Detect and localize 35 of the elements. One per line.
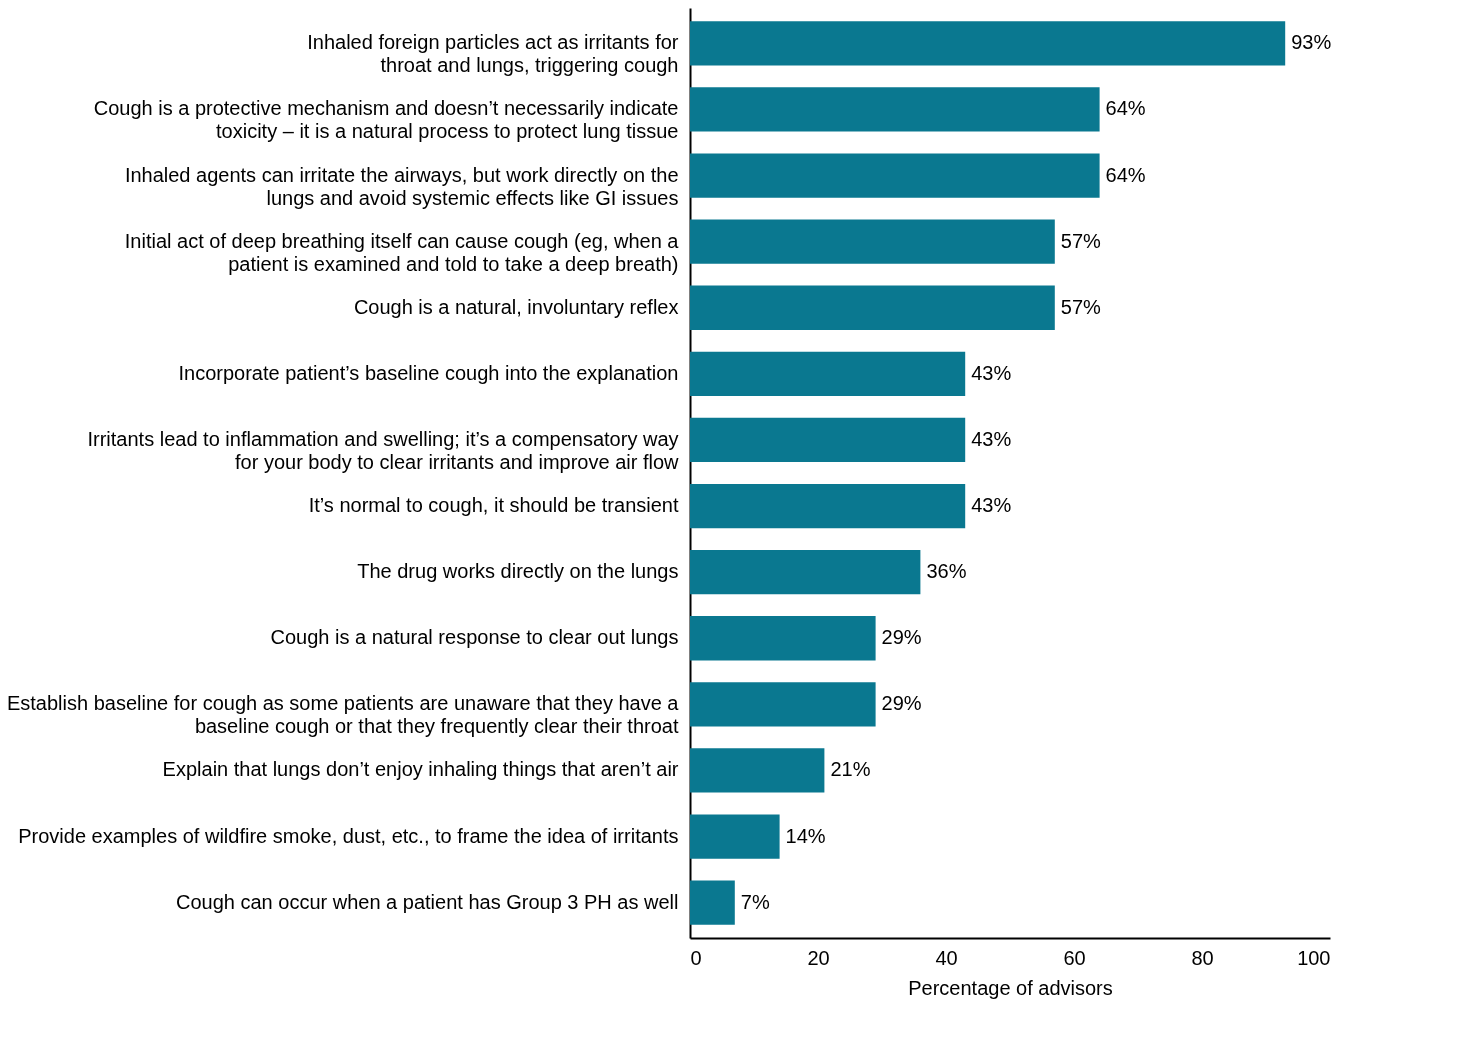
data-label: 7%	[740, 890, 770, 913]
x-axis-title: Percentage of advisors	[908, 976, 1113, 999]
data-label: 43%	[971, 494, 1012, 517]
x-tick-label: 60	[1063, 946, 1086, 969]
y-tick-label: Establish baseline for cough as some patients are unaware that they have a baseline cough or that they frequently clear their throat	[6, 692, 680, 738]
y-tick-label: Incorporate patient’s baseline cough into the explanation	[178, 361, 679, 384]
y-tick-label: It’s normal to cough, it should be transient	[308, 494, 679, 517]
data-label: 43%	[971, 427, 1012, 450]
y-tick-label: Irritants lead to inflammation and swelling; it’s a compensatory way for your body to clear irritants and improve air flow	[87, 427, 680, 473]
y-tick-label: Cough is a protective mechanism and doesn’t necessarily indicate toxicity – it is a natural process to protect lung tissue	[93, 97, 679, 143]
x-tick-label: 40	[935, 946, 958, 969]
data-label: 29%	[881, 692, 922, 715]
y-tick-label: The drug works directly on the lungs	[357, 560, 679, 583]
data-label: 36%	[926, 560, 967, 583]
data-label: 64%	[1105, 163, 1146, 186]
data-label: 29%	[881, 626, 922, 649]
data-label: 43%	[971, 361, 1012, 384]
y-tick-label: Cough is a natural, involuntary reflex	[353, 295, 679, 318]
data-label: 93%	[1291, 31, 1332, 54]
x-tick-label: 20	[807, 946, 830, 969]
y-tick-label: Cough can occur when a patient has Group 3 PH as well	[175, 890, 679, 913]
data-label: 14%	[785, 824, 826, 847]
data-label: 64%	[1105, 97, 1146, 120]
y-tick-label: Cough is a natural response to clear out lungs	[270, 626, 679, 649]
y-tick-label: Provide examples of wildfire smoke, dust, etc., to frame the idea of irritants	[18, 824, 679, 847]
data-label: 57%	[1060, 295, 1102, 318]
y-tick-label: Initial act of deep breathing itself can cause cough (eg, when a patient is examined and told to take a deep breath)	[124, 229, 680, 275]
y-tick-label: Explain that lungs don’t enjoy inhaling things that aren’t air	[162, 758, 679, 781]
data-label: 21%	[830, 758, 871, 781]
x-tick-label: 100	[1297, 946, 1331, 969]
y-tick-label: Inhaled foreign particles act as irritants for throat and lungs, triggering cough	[307, 31, 679, 77]
x-tick-label: 80	[1191, 946, 1214, 969]
x-tick-label: 0	[690, 946, 702, 969]
y-tick-label: Inhaled agents can irritate the airways, but work directly on the lungs and avoid systemic effects like GI issues	[124, 163, 679, 209]
data-label: 57%	[1060, 229, 1102, 252]
